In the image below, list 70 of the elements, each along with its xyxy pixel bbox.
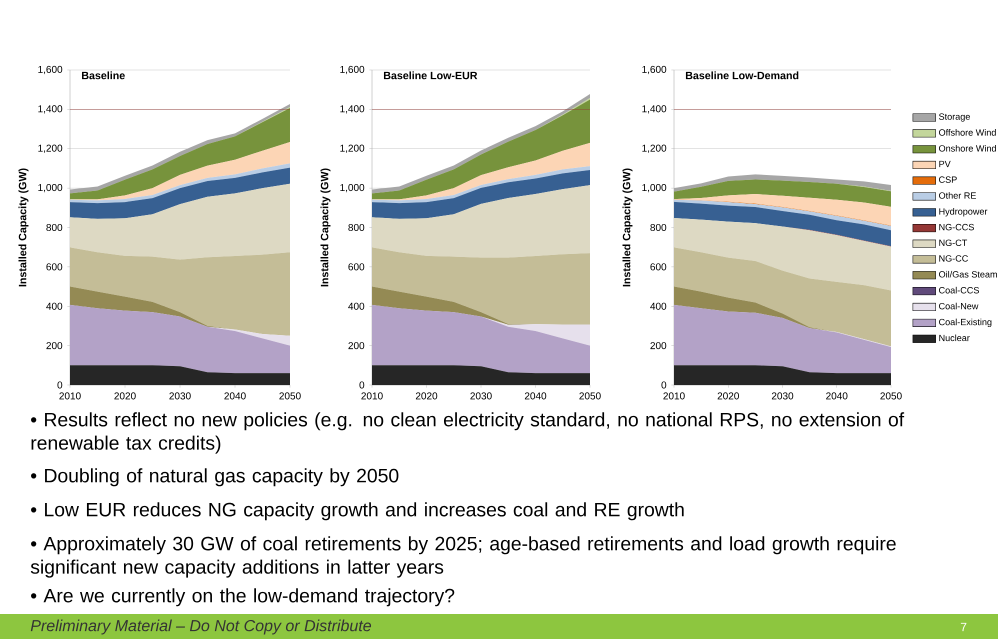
x-tick-label: 2010 [663, 392, 685, 400]
text: Preliminary Material – Do Not Copy or Distribute [30, 620, 372, 634]
legend-label: Nuclear [939, 334, 970, 342]
y-tick-label: 1,200 [340, 144, 364, 153]
x-tick-label: 2050 [279, 392, 301, 400]
y-tick-label: 0 [359, 381, 364, 389]
x-tick-label: 2020 [718, 392, 739, 400]
x-tick-label: 2030 [169, 392, 191, 400]
text: • Low EUR reduces NG capacity growth and increases coal and RE growth [31, 502, 684, 520]
chart-title: Baseline Low-Demand [686, 71, 798, 80]
y-tick-label: 600 [348, 263, 364, 270]
y-axis-title: Installed Capacity (GW) [622, 168, 632, 286]
x-tick-label: 2040 [524, 392, 546, 400]
y-axis-title: Installed Capacity (GW) [18, 168, 28, 286]
y-axis-title: Installed Capacity (GW) [320, 168, 330, 286]
y-tick-label: 0 [661, 381, 666, 389]
y-tick-label: 1,200 [38, 144, 62, 153]
y-tick-label: 1,400 [642, 105, 666, 114]
y-tick-label: 600 [650, 263, 666, 270]
y-tick-label: 1,000 [38, 184, 62, 192]
y-tick-label: 1,600 [38, 66, 62, 74]
y-tick-label: 200 [348, 342, 364, 350]
legend-label: NG-CCS [939, 224, 974, 230]
y-tick-label: 0 [57, 381, 62, 389]
text: • Doubling of natural gas capacity by 2050 [31, 468, 398, 486]
y-tick-label: 600 [46, 263, 62, 270]
y-tick-label: 800 [650, 224, 666, 232]
y-tick-label: 1,200 [642, 144, 666, 153]
x-tick-label: 2040 [826, 392, 848, 400]
y-tick-label: 200 [650, 342, 666, 350]
legend-label: Hydropower [939, 208, 988, 216]
x-tick-label: 2050 [579, 392, 601, 400]
y-tick-label: 800 [348, 224, 364, 232]
text: • Are we currently on the low-demand trajectory? [31, 588, 454, 606]
y-tick-label: 800 [46, 224, 62, 232]
text: • Results reflect no new policies (e.g. no clean electricity standard, no national RPS, no extension of renewable tax credits) [31, 412, 904, 454]
y-tick-label: 1,000 [642, 184, 666, 192]
legend-label: Offshore Wind [939, 129, 996, 136]
y-tick-label: 1,000 [340, 184, 364, 192]
x-tick-label: 2030 [470, 392, 492, 400]
y-tick-label: 400 [348, 302, 364, 310]
legend-label: CSP [939, 176, 957, 183]
legend-label: Coal-CCS [939, 286, 979, 294]
x-tick-label: 2020 [114, 392, 136, 400]
text: • Approximately 30 GW of coal retirements by 2025; age-based retirements and load growth require significant new capacity additions in latter years [30, 536, 896, 578]
x-tick-label: 2010 [59, 392, 81, 400]
chart-title: Baseline Low-EUR [384, 71, 478, 80]
y-tick-label: 400 [46, 302, 62, 310]
y-tick-label: 200 [46, 342, 62, 350]
chart-title: Baseline [82, 71, 125, 80]
legend-label: Coal-Existing [939, 318, 992, 328]
legend-label: Coal-New [939, 302, 978, 310]
y-tick-label: 400 [650, 302, 666, 310]
text: 7 [960, 622, 966, 632]
legend-label: Storage [939, 113, 970, 122]
x-tick-label: 2050 [880, 392, 902, 400]
legend-label: Other RE [939, 192, 976, 199]
legend-label: NG-CC [939, 255, 968, 262]
y-tick-label: 1,600 [340, 66, 364, 74]
x-tick-label: 2030 [772, 392, 794, 400]
x-tick-label: 2020 [416, 392, 438, 400]
legend-label: NG-CT [939, 240, 968, 246]
x-tick-label: 2040 [224, 392, 246, 400]
y-tick-label: 1,400 [38, 105, 62, 114]
legend-label: Onshore Wind [939, 144, 996, 152]
legend-label: PV [939, 160, 951, 168]
legend-label: Oil/Gas Steam [939, 270, 997, 278]
y-tick-label: 1,400 [340, 105, 364, 114]
x-tick-label: 2010 [361, 392, 383, 400]
y-tick-label: 1,600 [642, 66, 666, 74]
